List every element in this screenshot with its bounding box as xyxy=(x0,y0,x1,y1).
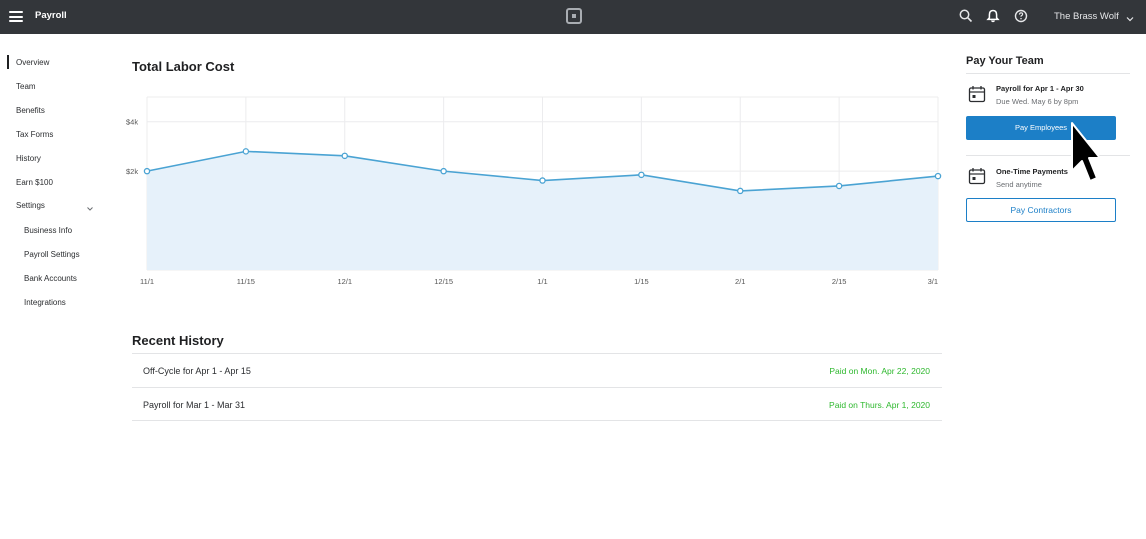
status-badge: Paid on Thurs. Apr 1, 2020 xyxy=(829,400,930,410)
top-bar: Payroll The Brass Wolf xyxy=(0,0,1146,34)
history-title: Recent History xyxy=(132,333,224,348)
history-row-label: Off-Cycle for Apr 1 - Apr 15 xyxy=(143,366,251,376)
chart-points xyxy=(143,148,942,195)
pay-team-title: Pay Your Team xyxy=(966,55,1044,67)
x-tick-label: 1/15 xyxy=(634,277,649,286)
data-point xyxy=(242,148,250,155)
pay-employees-button[interactable]: Pay Employees xyxy=(966,116,1116,140)
sidebar-item-bank-accounts[interactable]: Bank Accounts xyxy=(24,274,77,283)
data-point xyxy=(143,167,151,175)
x-tick-label: 11/1 xyxy=(140,277,154,286)
chart-area-fill xyxy=(147,151,938,270)
sidebar-item-payroll-settings[interactable]: Payroll Settings xyxy=(24,250,80,259)
status-badge: Paid on Mon. Apr 22, 2020 xyxy=(829,366,930,376)
sidebar-item-history[interactable]: History xyxy=(16,154,41,163)
business-name[interactable]: The Brass Wolf xyxy=(1054,11,1119,22)
chevron-down-icon[interactable] xyxy=(86,200,94,211)
one-time-card-subtitle: Send anytime xyxy=(996,180,1042,189)
data-point xyxy=(737,187,744,195)
history-row-label: Payroll for Mar 1 - Mar 31 xyxy=(143,400,246,410)
menu-icon[interactable] xyxy=(9,11,23,22)
data-point xyxy=(539,177,546,184)
mouse-pointer-icon xyxy=(1070,121,1101,187)
x-tick-label: 12/1 xyxy=(337,277,352,286)
sidebar-item-business-info[interactable]: Business Info xyxy=(24,226,73,235)
search-icon[interactable] xyxy=(958,8,974,24)
y-tick-label: $4k xyxy=(126,118,138,127)
calendar-icon xyxy=(968,167,986,185)
labor-cost-chart: 11/1 11/15 12/1 12/15 1/1 1/15 2/1 2/15 3/1 $2k $4… xyxy=(126,96,942,286)
x-tick-label: 2/1 xyxy=(735,277,745,286)
x-tick-label: 2/15 xyxy=(832,277,847,286)
x-tick-label: 1/1 xyxy=(537,277,547,286)
list-item[interactable]: Payroll for Mar 1 - Mar 31 Paid on Thurs… xyxy=(132,387,942,421)
sidebar-item-tax-forms[interactable]: Tax Forms xyxy=(16,130,54,139)
data-point xyxy=(835,182,843,190)
divider xyxy=(966,73,1130,74)
chart-tick-labels: 11/1 11/15 12/1 12/15 1/1 1/15 2/1 2/15 3/1 $2k $4… xyxy=(126,118,938,286)
history-list: Off-Cycle for Apr 1 - Apr 15 Paid on Mon… xyxy=(132,353,942,421)
pay-contractors-button[interactable]: Pay Contractors xyxy=(966,198,1116,222)
payroll-card-subtitle: Due Wed. May 6 by 8pm xyxy=(996,97,1079,106)
x-tick-label: 12/15 xyxy=(434,277,453,286)
x-tick-label: 3/1 xyxy=(928,277,938,286)
sidebar-item-settings[interactable]: Settings xyxy=(16,201,45,210)
logo-icon[interactable] xyxy=(566,8,582,24)
bell-icon[interactable] xyxy=(985,8,1001,24)
help-icon[interactable] xyxy=(1013,8,1029,24)
data-point xyxy=(934,172,942,180)
active-indicator xyxy=(7,55,9,69)
app-title: Payroll xyxy=(35,10,67,21)
one-time-card-title: One-Time Payments xyxy=(996,167,1068,176)
sidebar-item-overview[interactable]: Overview xyxy=(16,58,50,67)
data-point xyxy=(440,167,447,175)
calendar-icon xyxy=(968,85,986,103)
divider xyxy=(966,155,1130,156)
data-point xyxy=(341,152,348,160)
payroll-card-title: Payroll for Apr 1 - Apr 30 xyxy=(996,84,1084,93)
sidebar-item-team[interactable]: Team xyxy=(16,82,36,91)
sidebar-item-earn[interactable]: Earn $100 xyxy=(16,178,53,187)
chevron-down-icon[interactable] xyxy=(1125,11,1135,22)
chart-title: Total Labor Cost xyxy=(132,59,235,74)
sidebar-item-integrations[interactable]: Integrations xyxy=(24,298,66,307)
y-tick-label: $2k xyxy=(126,167,138,176)
x-tick-label: 11/15 xyxy=(237,277,255,286)
list-item[interactable]: Off-Cycle for Apr 1 - Apr 15 Paid on Mon… xyxy=(132,353,942,387)
data-point xyxy=(638,171,645,179)
sidebar-item-benefits[interactable]: Benefits xyxy=(16,106,45,115)
